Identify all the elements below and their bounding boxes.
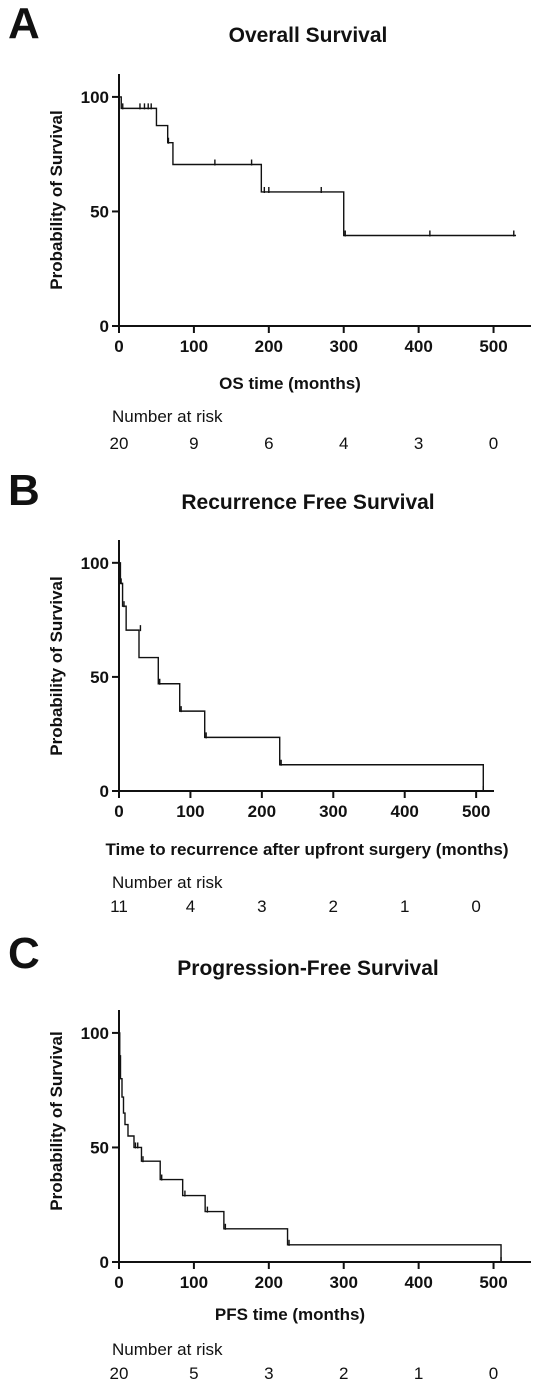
x-tick-label: 500: [479, 1273, 507, 1292]
km-curve: [119, 96, 517, 237]
y-tick-label: 50: [90, 668, 109, 687]
risk-value: 0: [489, 434, 498, 453]
panel-c-risk-header: Number at risk: [112, 1340, 223, 1359]
panel-c-risk-values: 20 5 3 2 1 0: [110, 1364, 499, 1383]
panel-a-ylabel: Probability of Survival: [47, 110, 66, 290]
x-tick-label: 200: [248, 802, 276, 821]
panel-b-axes: 0 50 100 0 100 200 300 400 500: [81, 540, 494, 821]
panel-c-xlabel: PFS time (months): [215, 1305, 365, 1324]
panel-a: A Overall Survival Probability of Surviv…: [8, 0, 531, 453]
risk-value: 4: [186, 897, 195, 916]
x-tick-label: 300: [319, 802, 347, 821]
x-tick-label: 300: [330, 337, 358, 356]
risk-value: 1: [414, 1364, 423, 1383]
panel-a-title: Overall Survival: [229, 24, 388, 47]
y-tick-label: 0: [100, 317, 109, 336]
panel-a-plot: [119, 96, 517, 237]
x-tick-label: 500: [479, 337, 507, 356]
panel-c-ylabel: Probability of Survival: [47, 1031, 66, 1211]
risk-value: 3: [414, 434, 423, 453]
panel-c-axes: 0 50 100 0 100 200 300 400 500: [81, 1010, 531, 1292]
panel-c-plot: [119, 1032, 503, 1263]
km-curve: [119, 1032, 503, 1263]
panel-c: C Progression-Free Survival Probability …: [8, 929, 531, 1383]
panel-b-title: Recurrence Free Survival: [181, 491, 434, 514]
y-tick-label: 100: [81, 554, 109, 573]
x-tick-label: 200: [255, 337, 283, 356]
x-tick-label: 400: [404, 337, 432, 356]
y-tick-label: 100: [81, 1024, 109, 1043]
y-tick-label: 0: [100, 782, 109, 801]
x-tick-label: 100: [180, 337, 208, 356]
x-tick-label: 200: [255, 1273, 283, 1292]
x-tick-label: 0: [114, 1273, 123, 1292]
x-tick-label: 400: [404, 1273, 432, 1292]
risk-value: 20: [110, 434, 129, 453]
risk-value: 5: [189, 1364, 198, 1383]
risk-value: 3: [257, 897, 266, 916]
panel-a-xlabel: OS time (months): [219, 374, 361, 393]
y-tick-label: 0: [100, 1253, 109, 1272]
y-tick-label: 50: [90, 202, 109, 221]
panel-b-ylabel: Probability of Survival: [47, 576, 66, 756]
panel-a-letter: A: [8, 0, 40, 48]
risk-value: 3: [264, 1364, 273, 1383]
panel-c-title: Progression-Free Survival: [177, 957, 438, 980]
risk-value: 1: [400, 897, 409, 916]
x-tick-label: 300: [330, 1273, 358, 1292]
risk-value: 11: [110, 897, 128, 916]
risk-value: 9: [189, 434, 198, 453]
panel-b-letter: B: [8, 466, 40, 515]
x-tick-label: 0: [114, 802, 123, 821]
risk-value: 2: [339, 1364, 348, 1383]
risk-value: 20: [110, 1364, 129, 1383]
panel-b-risk-header: Number at risk: [112, 873, 223, 892]
x-tick-label: 100: [176, 802, 204, 821]
km-curve: [119, 562, 485, 792]
y-tick-label: 100: [81, 88, 109, 107]
panel-b-xlabel: Time to recurrence after upfront surgery…: [105, 840, 508, 859]
risk-value: 6: [264, 434, 273, 453]
risk-value: 0: [489, 1364, 498, 1383]
panel-a-axes: 0 50 100 0 100 200 300 400 500: [81, 74, 531, 356]
panel-a-risk-header: Number at risk: [112, 407, 223, 426]
risk-value: 2: [329, 897, 338, 916]
x-tick-label: 100: [180, 1273, 208, 1292]
panel-b-plot: [119, 562, 485, 792]
panel-a-risk-values: 20 9 6 4 3 0: [110, 434, 499, 453]
x-tick-label: 0: [114, 337, 123, 356]
x-tick-label: 500: [462, 802, 490, 821]
panel-c-letter: C: [8, 929, 40, 978]
x-tick-label: 400: [391, 802, 419, 821]
risk-value: 0: [471, 897, 480, 916]
y-tick-label: 50: [90, 1138, 109, 1157]
panel-b: B Recurrence Free Survival Probability o…: [8, 466, 509, 916]
panel-b-risk-values: 11 4 3 2 1 0: [110, 897, 481, 916]
risk-value: 4: [339, 434, 348, 453]
